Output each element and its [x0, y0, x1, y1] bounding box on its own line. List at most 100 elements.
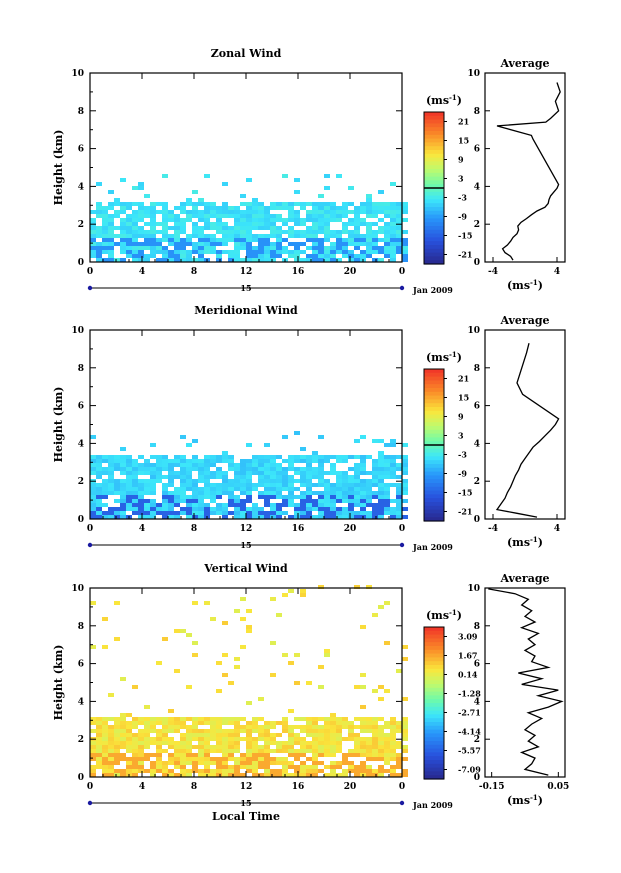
heatmap-cell [402, 230, 408, 234]
heatmap-cell [150, 729, 156, 733]
colorbar-swatch [424, 638, 444, 643]
heatmap-cell [144, 214, 150, 218]
y-tick-label: 8 [78, 622, 84, 632]
heatmap-cell [144, 729, 150, 733]
heatmap-cell [198, 198, 204, 202]
heatmap-cell [216, 661, 222, 665]
heatmap-cell [168, 214, 174, 218]
heatmap-cell [222, 459, 228, 463]
heatmap-cell [96, 757, 102, 761]
heatmap-cell [198, 463, 204, 467]
heatmap-cell [360, 499, 366, 503]
heatmap-cell [282, 721, 288, 725]
heatmap-cell [336, 218, 342, 222]
heatmap-cell [162, 503, 168, 507]
heatmap-cell [216, 745, 222, 749]
heatmap-cell [138, 218, 144, 222]
heatmap-cell [132, 769, 138, 773]
heatmap-cell [372, 769, 378, 773]
heatmap-cell [126, 721, 132, 725]
heatmap-cell [162, 487, 168, 491]
heatmap-cell [174, 491, 180, 495]
heatmap-cell [342, 475, 348, 479]
heatmap-cell [282, 761, 288, 765]
heatmap-cell [264, 515, 270, 519]
heatmap-cell [132, 721, 138, 725]
heatmap-cell [210, 729, 216, 733]
heatmap-cell [204, 495, 210, 499]
heatmap-cell [378, 483, 384, 487]
heatmap-cell [222, 182, 228, 186]
chart-title: Vertical Wind [203, 562, 288, 575]
heatmap-cell [168, 709, 174, 713]
heatmap-cell [234, 234, 240, 238]
heatmap-cell [90, 459, 96, 463]
heatmap-cell [402, 491, 408, 495]
heatmap-cell [132, 234, 138, 238]
heatmap-cell [294, 202, 300, 206]
heatmap-cell [252, 487, 258, 491]
colorbar-label: 3 [458, 174, 464, 184]
heatmap-cell [168, 254, 174, 258]
heatmap-cell [318, 459, 324, 463]
heatmap-cell [240, 234, 246, 238]
heatmap-cell [246, 609, 252, 613]
heatmap-cell [324, 511, 330, 515]
heatmap-cell [234, 483, 240, 487]
heatmap-cell [354, 753, 360, 757]
heatmap-cell [180, 741, 186, 745]
heatmap-cell [174, 765, 180, 769]
colorbar-swatch [424, 441, 444, 446]
heatmap-cell [168, 725, 174, 729]
heatmap-cell [372, 725, 378, 729]
heatmap-cell [330, 725, 336, 729]
heatmap-cell [180, 435, 186, 439]
heatmap-cell [288, 475, 294, 479]
heatmap-cell [390, 463, 396, 467]
heatmap-cell [246, 178, 252, 182]
y-tick-label: 6 [78, 145, 84, 155]
heatmap-cell [348, 483, 354, 487]
heatmap-cell [210, 745, 216, 749]
heatmap-cell [318, 238, 324, 242]
heatmap-cell [294, 773, 300, 777]
heatmap-cell [318, 254, 324, 258]
heatmap-cell [204, 507, 210, 511]
heatmap-cell [384, 475, 390, 479]
heatmap-cell [174, 234, 180, 238]
heatmap-cell [276, 515, 282, 519]
heatmap-cell [114, 202, 120, 206]
heatmap-cell [324, 222, 330, 226]
heatmap-cell [312, 459, 318, 463]
heatmap-cell [186, 773, 192, 777]
heatmap-cell [150, 238, 156, 242]
heatmap-cell [228, 258, 234, 262]
heatmap-cell [120, 238, 126, 242]
heatmap-cell [120, 487, 126, 491]
heatmap-cell [144, 246, 150, 250]
heatmap-cell [384, 741, 390, 745]
heatmap-cell [180, 258, 186, 262]
heatmap-cell [402, 443, 408, 447]
heatmap-cell [318, 467, 324, 471]
heatmap-cell [258, 218, 264, 222]
heatmap-cell [126, 230, 132, 234]
heatmap-cell [168, 753, 174, 757]
x-tick-label: 12 [240, 524, 253, 534]
heatmap-cell [90, 749, 96, 753]
heatmap-cell [306, 214, 312, 218]
heatmap-cell [198, 459, 204, 463]
heatmap-cell [336, 210, 342, 214]
heatmap-cell [102, 765, 108, 769]
heatmap-cell [96, 725, 102, 729]
heatmap-cell [366, 491, 372, 495]
heatmap-cell [264, 443, 270, 447]
heatmap-cell [210, 463, 216, 467]
heatmap-cell [252, 250, 258, 254]
heatmap-cell [216, 749, 222, 753]
heatmap-cell [258, 459, 264, 463]
heatmap-cell [192, 483, 198, 487]
colorbar-label: 15 [458, 393, 469, 403]
y-tick-label: 0 [78, 773, 84, 783]
heatmap-cell [258, 733, 264, 737]
